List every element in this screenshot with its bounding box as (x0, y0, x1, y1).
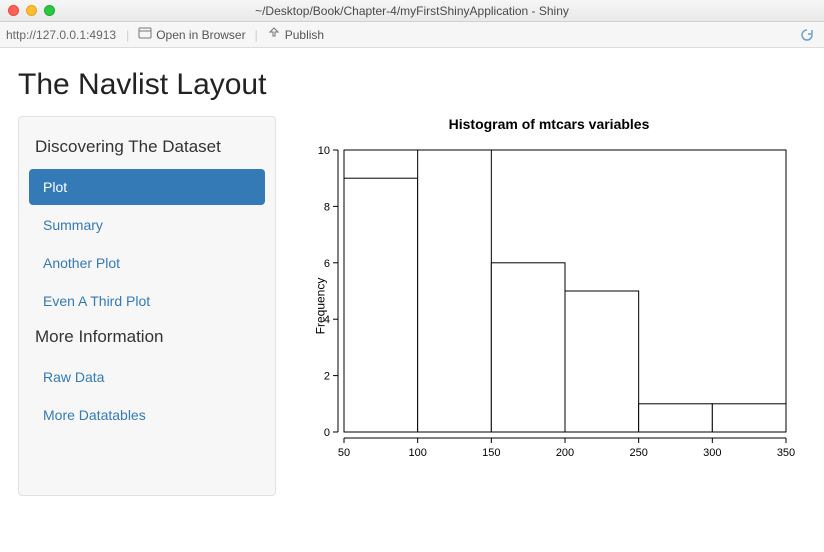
svg-text:6: 6 (324, 258, 330, 270)
window-titlebar: ~/Desktop/Book/Chapter-4/myFirstShinyApp… (0, 0, 824, 22)
svg-text:250: 250 (629, 447, 647, 459)
nav-item-more-datatables[interactable]: More Datatables (29, 397, 265, 433)
svg-text:10: 10 (318, 145, 330, 157)
svg-text:100: 100 (408, 447, 426, 459)
nav-item-summary[interactable]: Summary (29, 207, 265, 243)
publish-icon (267, 27, 281, 42)
svg-text:200: 200 (556, 447, 574, 459)
separator: | (255, 28, 258, 42)
nav-item-third-plot[interactable]: Even A Third Plot (29, 283, 265, 319)
histogram-svg: 501001502002503003500246810 (294, 132, 804, 472)
nav-item-raw-data[interactable]: Raw Data (29, 359, 265, 395)
open-in-browser-label: Open in Browser (156, 28, 245, 42)
zoom-window-icon[interactable] (44, 5, 55, 16)
publish-button[interactable]: Publish (264, 26, 327, 43)
svg-text:0: 0 (324, 427, 330, 439)
nav-header-more-info: More Information (29, 321, 265, 357)
main-panel: Histogram of mtcars variables Frequency … (294, 116, 806, 496)
nav-item-plot[interactable]: Plot (29, 169, 265, 205)
separator: | (126, 28, 129, 42)
page-title: The Navlist Layout (18, 68, 806, 102)
nav-header-discovering: Discovering The Dataset (29, 131, 265, 167)
navlist-panel: Discovering The Dataset Plot Summary Ano… (18, 116, 276, 496)
svg-text:8: 8 (324, 201, 330, 213)
open-in-browser-button[interactable]: Open in Browser (135, 26, 248, 43)
minimize-window-icon[interactable] (26, 5, 37, 16)
publish-label: Publish (285, 28, 324, 42)
svg-text:2: 2 (324, 371, 330, 383)
svg-text:300: 300 (703, 447, 721, 459)
window-title: ~/Desktop/Book/Chapter-4/myFirstShinyApp… (0, 4, 824, 18)
chart-ylabel: Frequency (313, 278, 327, 335)
browser-icon (138, 27, 152, 42)
svg-text:150: 150 (482, 447, 500, 459)
chart-title: Histogram of mtcars variables (294, 116, 804, 132)
svg-text:50: 50 (338, 447, 350, 459)
app-toolbar: http://127.0.0.1:4913 | Open in Browser … (0, 22, 824, 48)
close-window-icon[interactable] (8, 5, 19, 16)
histogram-chart: Histogram of mtcars variables Frequency … (294, 116, 804, 496)
reload-button[interactable] (796, 26, 818, 44)
nav-item-another-plot[interactable]: Another Plot (29, 245, 265, 281)
svg-text:350: 350 (777, 447, 795, 459)
url-display: http://127.0.0.1:4913 (6, 28, 120, 42)
window-controls (0, 5, 55, 16)
